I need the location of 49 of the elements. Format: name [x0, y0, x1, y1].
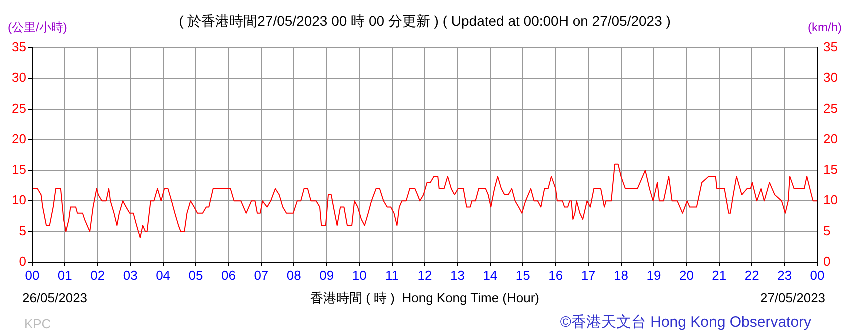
y-tick-label: 15: [12, 162, 26, 178]
x-tick-label: 17: [581, 268, 596, 283]
x-tick-label: 13: [450, 268, 465, 283]
x-tick-label: 15: [516, 268, 530, 283]
x-tick-label: 19: [646, 268, 662, 283]
x-axis-title: 香港時間 ( 時 ) Hong Kong Time (Hour): [310, 290, 540, 306]
text: ©香港天文台 Hong Kong Observatory: [560, 314, 812, 332]
x-tick-label: 01: [58, 268, 72, 283]
x-tick-label: 09: [320, 268, 334, 283]
x-tick-label: 00: [810, 268, 825, 283]
text: 27/05/2023: [760, 290, 826, 306]
y2-tick-label: 5: [824, 223, 831, 238]
x-tick-label: 10: [352, 268, 367, 283]
x-tick-label: 02: [90, 268, 106, 283]
y2-tick-label: 15: [824, 162, 838, 178]
y-tick-label: 0: [19, 254, 26, 269]
x-tick-label: 18: [614, 268, 629, 283]
text: 26/05/2023: [22, 290, 88, 306]
x-tick-label: 08: [286, 268, 302, 283]
y2-tick-label: 25: [824, 100, 838, 116]
y2-tick-label: 20: [824, 131, 838, 146]
x-tick-label: 06: [221, 268, 236, 283]
x-tick-label: 14: [483, 268, 498, 283]
y-axis-title: (公里/小時): [8, 20, 68, 34]
y-tick-label: 35: [12, 40, 26, 55]
x-tick-label: 07: [254, 268, 269, 283]
x-tick-label: 21: [712, 268, 727, 283]
x-tick-label: 03: [123, 268, 138, 283]
y-tick-label: 20: [12, 131, 26, 146]
x-tick-label: 12: [418, 268, 432, 283]
y-tick-label: 30: [12, 70, 26, 86]
y-tick-label: 10: [12, 192, 26, 208]
x-tick-label: 20: [679, 268, 694, 283]
y2-tick-label: 35: [824, 40, 838, 55]
x-tick-label: 00: [25, 268, 40, 283]
y2-tick-label: 10: [824, 192, 838, 208]
x-tick-label: 11: [386, 268, 400, 283]
x-tick-label: 16: [548, 268, 564, 283]
text: KPC: [24, 316, 52, 332]
x-tick-label: 05: [188, 268, 204, 283]
x-tick-label: 23: [778, 268, 792, 283]
x-tick-label: 04: [156, 268, 171, 283]
y2-tick-label: 30: [824, 70, 838, 86]
y2-axis-title: (km/h): [808, 20, 842, 34]
x-tick-label: 22: [744, 268, 760, 283]
chart-title: ( 於香港時間27/05/2023 00 時 00 分更新 ) ( Updated at 00:00H on 27/05/2023 ): [179, 12, 671, 29]
y2-tick-label: 0: [824, 254, 831, 269]
y-tick-label: 5: [19, 223, 26, 238]
y-tick-label: 25: [12, 100, 26, 116]
